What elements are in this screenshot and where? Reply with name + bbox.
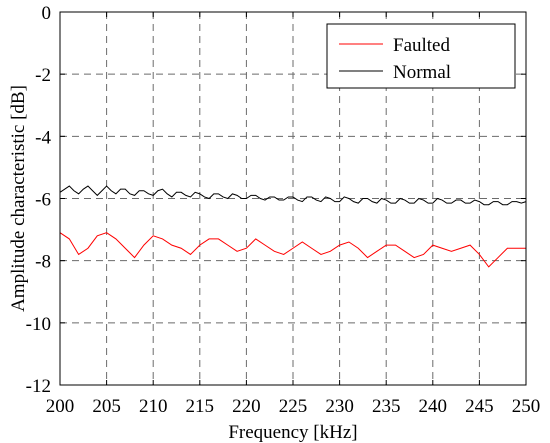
x-tick-label: 230 [325,396,354,417]
y-tick-label: 0 [42,3,52,24]
series-lines [59,185,527,268]
x-tick-label: 200 [46,396,75,417]
y-tick-label: -8 [35,252,51,273]
y-axis-label: Amplitude characteristic [dB] [8,85,29,312]
y-tick-label: -6 [35,190,51,211]
y-tick-label: -2 [35,65,51,86]
x-tick-label: 210 [139,396,168,417]
x-tick-label: 245 [465,396,494,417]
x-tick-label: 250 [512,396,541,417]
x-tick-label: 240 [419,396,448,417]
legend: Faulted Normal [326,23,516,89]
x-tick-label: 205 [92,396,121,417]
y-tick-label: -12 [26,376,51,397]
x-tick-label: 235 [372,396,401,417]
series-line-faulted [59,232,526,268]
x-tick-label: 215 [186,396,215,417]
series-line-normal [59,185,527,206]
y-tick-label: -10 [26,314,51,335]
legend-label-normal: Normal [393,62,451,83]
axis-ticks: 200 205 210 215 220 225 230 235 240 245 250 0 -2 -4 -6… [26,3,541,417]
x-tick-label: 225 [279,396,308,417]
legend-box [326,23,516,89]
legend-label-faulted: Faulted [393,35,450,56]
x-tick-label: 220 [232,396,261,417]
x-axis-label: Frequency [kHz] [228,422,357,443]
y-tick-label: -4 [35,127,51,148]
